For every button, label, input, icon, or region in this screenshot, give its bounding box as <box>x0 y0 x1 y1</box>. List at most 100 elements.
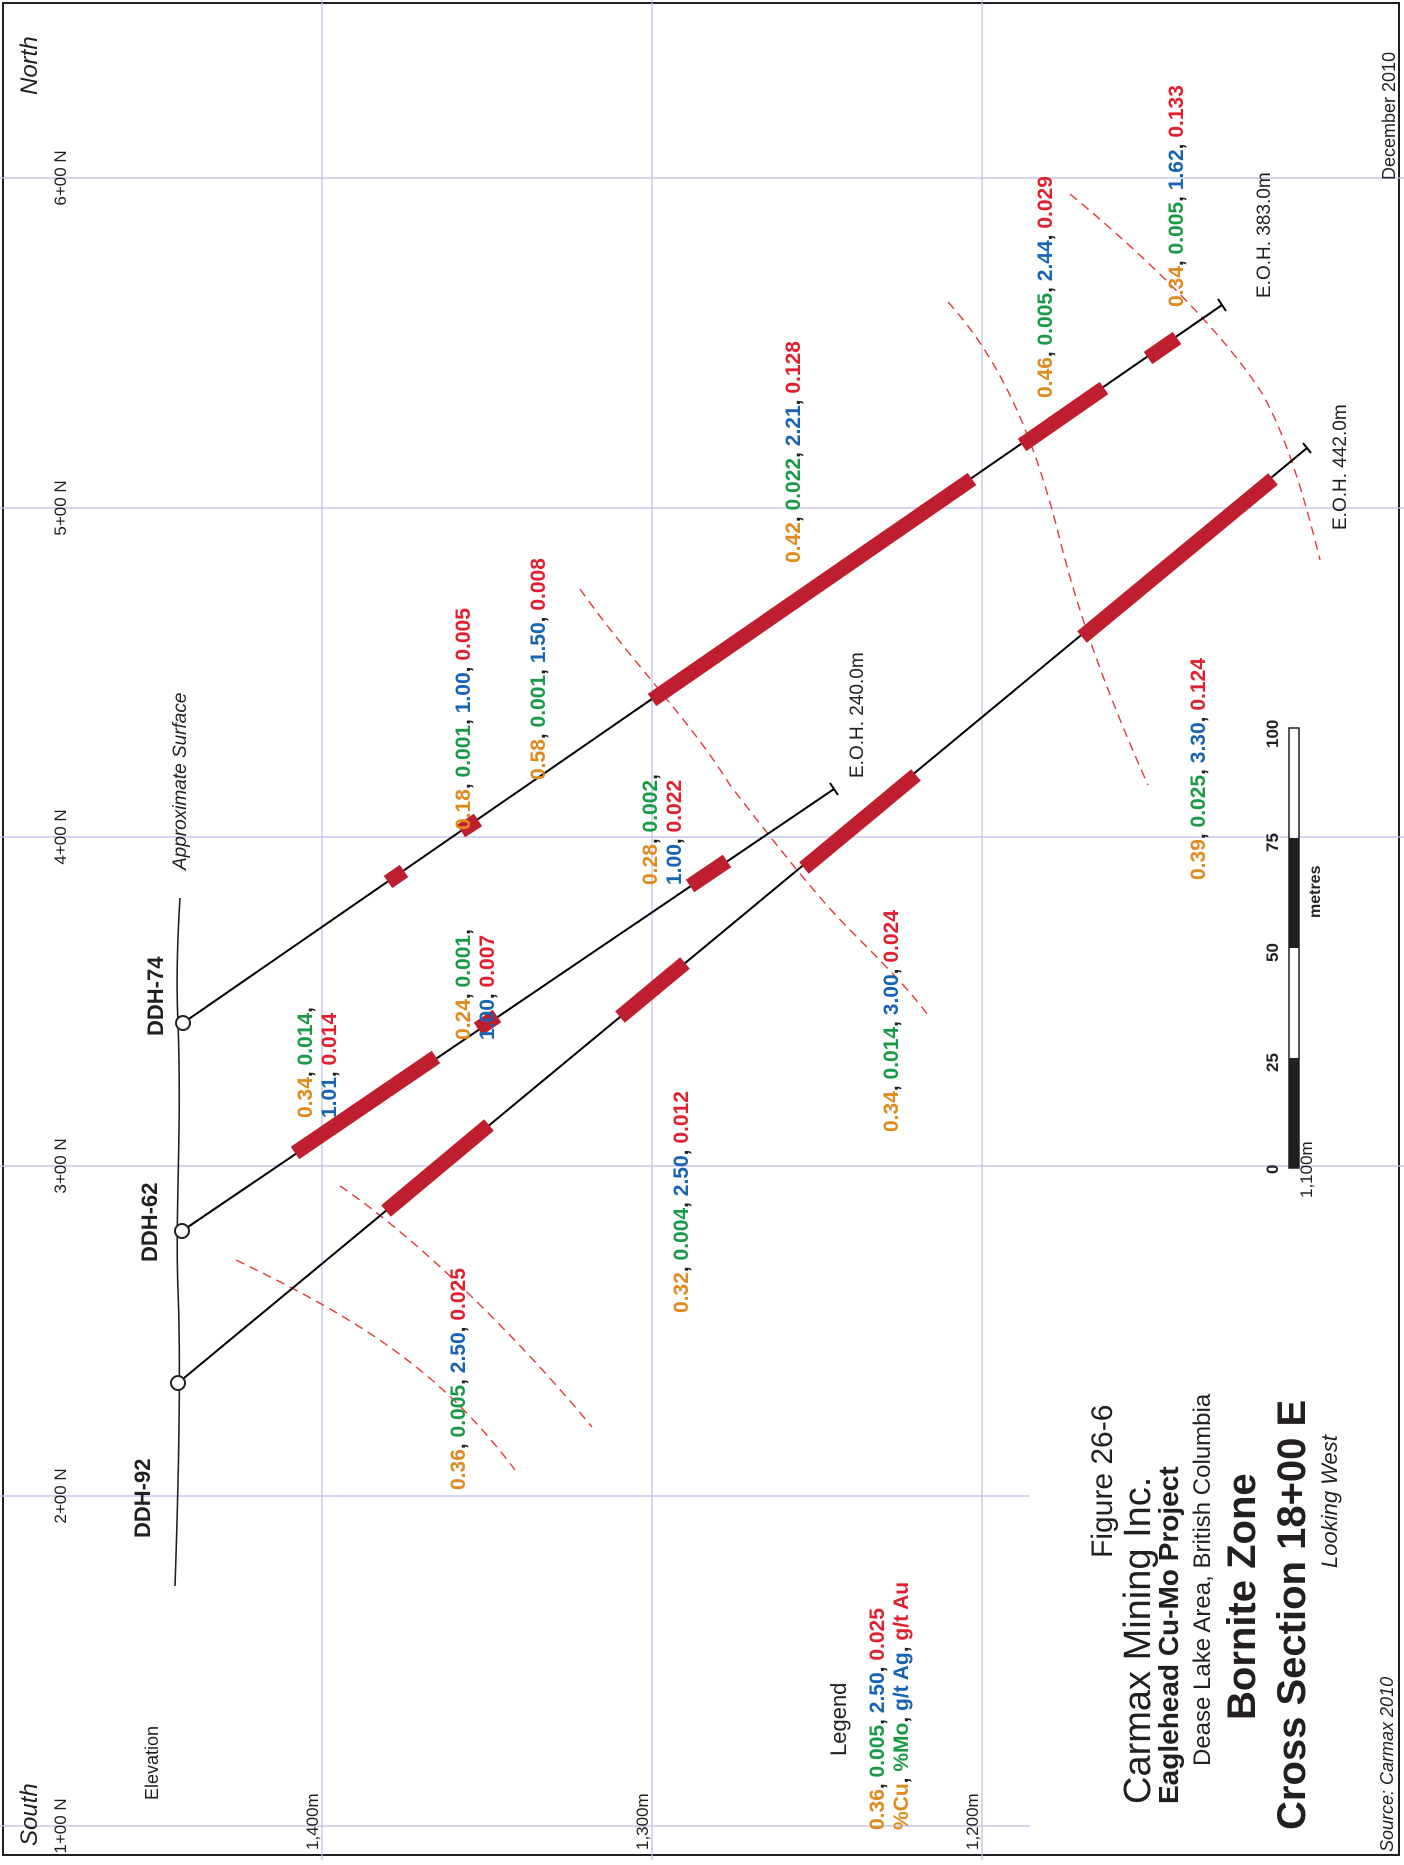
view-direction: Looking West <box>1317 1434 1342 1568</box>
section-labels: South North 1+00 N 2+00 N 3+00 N 4+00 N … <box>16 36 1399 1853</box>
assay-label: 1.00, 0.022 <box>663 780 686 885</box>
project-name: Eaglehead Cu-Mo Project <box>1153 1466 1184 1804</box>
mo-unit: %Mo <box>890 1723 913 1772</box>
intercept-bar <box>615 957 690 1023</box>
intercept-bar <box>799 769 921 874</box>
elevation-tick-label: 1,300m <box>633 1793 652 1850</box>
mo-value: 0.001 <box>452 935 475 988</box>
mo-value: 0.022 <box>782 458 805 511</box>
eoh-label: E.O.H. 240.0m <box>847 652 868 778</box>
ag-value: 2.50 <box>447 1332 470 1373</box>
assay-label: 0.28, 0.002, <box>639 774 662 885</box>
scale-tick-label: 25 <box>1263 1053 1282 1072</box>
au-value: 0.007 <box>476 935 499 988</box>
au-value: 0.025 <box>866 1608 889 1661</box>
mo-value: 0.002 <box>639 780 662 833</box>
mo-value: 0.025 <box>1187 775 1210 828</box>
intercepts <box>290 331 1278 1217</box>
assay-label: 0.46, 0.005, 2.44, 0.029 <box>1034 176 1057 398</box>
intercept-bar <box>290 1050 441 1160</box>
elevation-label: Elevation <box>142 1726 162 1800</box>
cu-unit: %Cu <box>890 1783 913 1830</box>
fault-line <box>947 301 1149 786</box>
mo-value: 0.014 <box>294 1013 317 1066</box>
mo-value: 0.005 <box>1165 202 1188 255</box>
cu-value: 0.42 <box>782 522 805 563</box>
assay-label: 0.24, 0.001, <box>452 929 475 1040</box>
assay-label: 0.58, 0.001, 1.50, 0.008 <box>527 558 550 780</box>
eoh-label: E.O.H. 383.0m <box>1254 172 1275 298</box>
assay-label: 0.34, 0.014, 3.00, 0.024 <box>880 910 903 1132</box>
scale-unit-label: metres <box>1307 865 1324 918</box>
au-value: 0.133 <box>1165 85 1188 138</box>
mo-value: 0.005 <box>447 1385 470 1438</box>
au-value: 0.022 <box>663 780 686 833</box>
collar-marker <box>175 1015 191 1031</box>
legend: Legend 0.36, 0.005, 2.50, 0.025 %Cu, %Mo… <box>826 1582 913 1830</box>
title-block: Figure 26-6 Carmax Mining Inc. Eaglehead… <box>1086 1393 1342 1830</box>
ag-value: 1.01 <box>318 1077 341 1118</box>
cu-value: 0.39 <box>1187 839 1210 880</box>
end-of-hole-tick <box>1217 298 1227 312</box>
cu-value: 0.36 <box>447 1449 470 1490</box>
assay-label: 0.34, 0.014, <box>294 1007 317 1118</box>
fault-lines <box>235 193 1321 1471</box>
assay-label: 0.32, 0.004, 2.50, 0.012 <box>670 1091 693 1313</box>
south-label: South <box>16 1783 43 1846</box>
intercept-bar <box>685 854 732 893</box>
intercept-bar <box>647 472 977 707</box>
company-name: Carmax Mining Inc. <box>1117 1477 1159 1804</box>
assay-label: 1.01, 0.014 <box>318 1013 341 1118</box>
cu-value: 0.58 <box>527 739 550 780</box>
cu-value: 0.28 <box>639 844 662 885</box>
end-of-hole-tick <box>1302 442 1312 454</box>
au-value: 0.025 <box>447 1268 470 1321</box>
scale-tick-label: 0 <box>1263 1165 1282 1174</box>
hole-name-label: DDH-62 <box>137 1183 162 1262</box>
figure-number: Figure 26-6 <box>1086 1405 1119 1558</box>
cu-value: 0.46 <box>1034 357 1057 398</box>
cu-value: 0.34 <box>880 1091 903 1132</box>
cu-value: 0.24 <box>452 999 475 1040</box>
intercept-bar <box>1143 331 1182 365</box>
elevation-tick-label: 1,400m <box>303 1793 322 1850</box>
cu-value: 0.36 <box>866 1789 889 1830</box>
au-value: 0.024 <box>880 910 903 963</box>
scale-tick-label: 75 <box>1263 833 1282 852</box>
scale-tick-label: 50 <box>1263 943 1282 962</box>
intercept-bar <box>456 813 483 838</box>
assay-label: 0.42, 0.022, 2.21, 0.128 <box>782 341 805 563</box>
mo-value: 0.005 <box>1034 293 1057 346</box>
section-title: Cross Section 18+00 E <box>1270 1400 1314 1830</box>
collar-marker <box>174 1223 190 1239</box>
fault-line <box>235 1259 516 1471</box>
au-value: 0.012 <box>670 1091 693 1144</box>
intercept-bar <box>1077 473 1278 643</box>
cu-value: 0.18 <box>452 789 475 830</box>
source-label: Source: Carmax 2010 <box>1377 1677 1397 1852</box>
scale-bar-segment <box>1289 1058 1299 1168</box>
assay-label: 0.36, 0.005, 2.50, 0.025 <box>447 1268 470 1490</box>
scale-tick-label: 100 <box>1263 720 1282 748</box>
hole-name-label: DDH-92 <box>130 1459 155 1538</box>
cu-value: 0.34 <box>294 1077 317 1118</box>
ag-value: 3.00 <box>880 974 903 1015</box>
legend-title: Legend <box>826 1683 851 1756</box>
intercept-bar <box>1017 381 1109 452</box>
northing-label: 6+00 N <box>51 150 70 205</box>
project-location: Dease Lake Area, British Columbia <box>1189 1393 1216 1766</box>
hole-name-label: DDH-74 <box>143 956 168 1036</box>
northing-label: 1+00 N <box>51 1798 70 1853</box>
assay-label: 0.34, 0.005, 1.62, 0.133 <box>1165 85 1188 307</box>
surface-label: Approximate Surface <box>170 693 191 871</box>
zone-title: Bornite Zone <box>1220 1473 1264 1720</box>
fault-line <box>339 1185 593 1428</box>
northing-label: 4+00 N <box>51 809 70 864</box>
legend-example: 0.36, 0.005, 2.50, 0.025 <box>866 1608 889 1830</box>
collar-marker <box>170 1375 186 1391</box>
ag-value: 2.44 <box>1034 240 1057 281</box>
